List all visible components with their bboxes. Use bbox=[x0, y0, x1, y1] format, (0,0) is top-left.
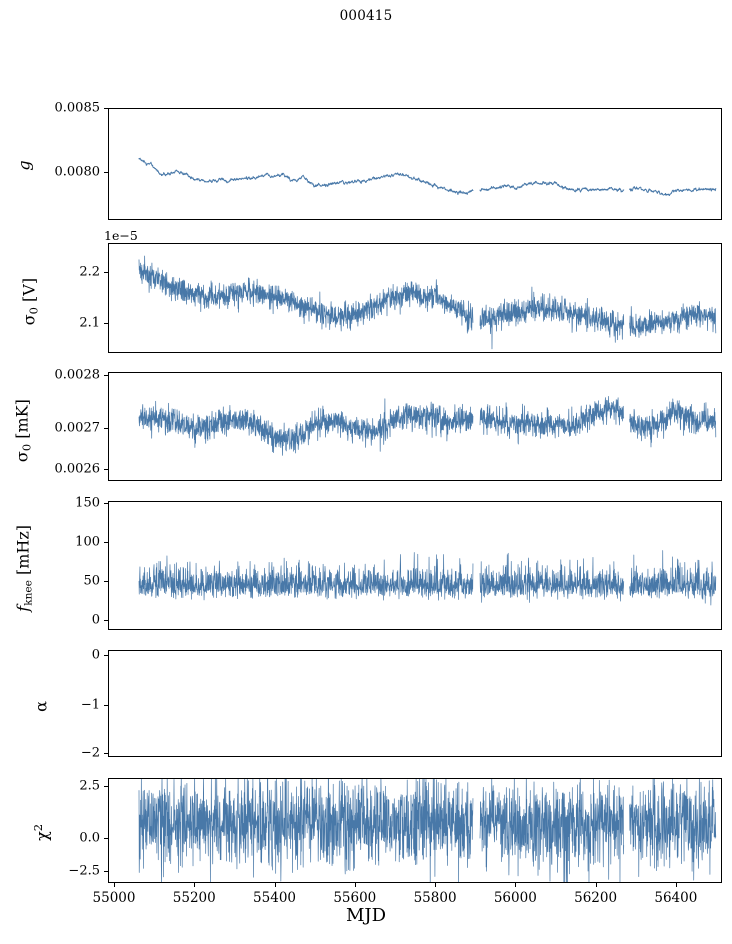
series-segment-0 bbox=[138, 398, 474, 456]
series-segment-0 bbox=[138, 779, 474, 882]
series-line-alpha bbox=[109, 651, 721, 756]
ylabel-sigma0-mk: σ0 [mK] bbox=[12, 399, 34, 463]
xtick-label-6: 56200 bbox=[574, 890, 618, 906]
xtick-mark-6 bbox=[595, 883, 597, 887]
xtick-label-4: 55800 bbox=[413, 890, 457, 906]
xtick-mark-3 bbox=[354, 883, 356, 887]
ytick-label-sigma0mk-1: 0.0027 bbox=[54, 420, 101, 436]
ytick-mark-fknee-1 bbox=[104, 581, 108, 583]
xtick-label-5: 56000 bbox=[493, 890, 537, 906]
series-segment-0 bbox=[138, 157, 474, 196]
xtick-mark-1 bbox=[194, 883, 196, 887]
xtick-mark-4 bbox=[435, 883, 437, 887]
figure-title: 000415 bbox=[339, 8, 393, 24]
ylabel-g: g bbox=[14, 160, 34, 171]
ytick-mark-g-1 bbox=[104, 108, 108, 110]
ytick-mark-alpha-1 bbox=[104, 705, 108, 707]
series-line-g bbox=[138, 157, 717, 196]
ytick-mark-sigma0mk-0 bbox=[104, 469, 108, 471]
ytick-mark-chi2-2 bbox=[104, 871, 108, 873]
xtick-mark-2 bbox=[274, 883, 276, 887]
ytick-label-fknee-1: 50 bbox=[83, 573, 100, 589]
ytick-mark-fknee-3 bbox=[104, 503, 108, 505]
series-segment-1 bbox=[479, 552, 625, 603]
xtick-label-2: 55400 bbox=[253, 890, 297, 906]
series-line-chi2 bbox=[138, 779, 717, 882]
ytick-mark-g-0 bbox=[104, 172, 108, 174]
ytick-mark-fknee-0 bbox=[104, 620, 108, 622]
series-line-fknee bbox=[138, 550, 717, 606]
ytick-label-alpha-0: 0 bbox=[91, 647, 100, 663]
plot-panel-chi2 bbox=[108, 778, 722, 883]
xtick-mark-5 bbox=[515, 883, 517, 887]
xaxis-label: MJD bbox=[345, 905, 387, 926]
series-line-sigma0-v bbox=[138, 255, 717, 350]
plot-panel-alpha bbox=[108, 650, 722, 757]
xtick-label-7: 56400 bbox=[654, 890, 698, 906]
xtick-mark-0 bbox=[114, 883, 116, 887]
plot-panel-sigma0-mk bbox=[108, 372, 722, 481]
xtick-label-3: 55600 bbox=[333, 890, 377, 906]
ytick-mark-sigma0mk-1 bbox=[104, 428, 108, 430]
ytick-label-alpha-2: −2 bbox=[80, 745, 100, 761]
series-segment-2 bbox=[629, 779, 717, 881]
series-segment-1 bbox=[479, 180, 625, 193]
ytick-label-sigma0mk-2: 0.0028 bbox=[54, 367, 101, 383]
xtick-label-1: 55200 bbox=[172, 890, 216, 906]
series-segment-1 bbox=[479, 779, 625, 882]
series-segment-2 bbox=[629, 301, 717, 338]
series-segment-2 bbox=[629, 550, 717, 606]
ytick-label-fknee-0: 0 bbox=[91, 612, 100, 628]
axis-offset-text: 1e−5 bbox=[104, 228, 138, 243]
series-segment-0 bbox=[138, 255, 474, 334]
ytick-mark-alpha-2 bbox=[104, 753, 108, 755]
ytick-mark-sigma0v-1 bbox=[104, 272, 108, 274]
ytick-mark-chi2-1 bbox=[104, 838, 108, 840]
ylabel-sigma0-v: σ0 [V] bbox=[19, 277, 41, 326]
ytick-label-chi2-1: 0.0 bbox=[79, 830, 100, 846]
series-segment-0 bbox=[138, 552, 474, 601]
ytick-label-g-1: 0.0085 bbox=[54, 100, 101, 116]
ytick-label-chi2-0: 2.5 bbox=[79, 778, 100, 794]
plot-panel-fknee bbox=[108, 501, 722, 630]
series-line-sigma0-mk bbox=[138, 396, 717, 456]
ytick-label-g-0: 0.0080 bbox=[54, 164, 101, 180]
ytick-label-sigma0v-0: 2.1 bbox=[79, 315, 100, 331]
ytick-label-fknee-2: 100 bbox=[75, 534, 100, 550]
ytick-label-alpha-1: −1 bbox=[80, 697, 100, 713]
xtick-label-0: 55000 bbox=[92, 890, 136, 906]
ytick-mark-sigma0v-0 bbox=[104, 323, 108, 325]
series-segment-1 bbox=[479, 396, 625, 445]
xtick-mark-7 bbox=[675, 883, 677, 887]
ytick-mark-chi2-0 bbox=[104, 786, 108, 788]
ytick-label-chi2-2: −2.5 bbox=[68, 863, 100, 879]
ytick-label-sigma0v-1: 2.2 bbox=[79, 264, 100, 280]
ylabel-fknee: fknee [mHz] bbox=[13, 525, 35, 612]
ytick-label-sigma0mk-0: 0.0026 bbox=[54, 461, 101, 477]
ylabel-alpha: α bbox=[31, 701, 51, 712]
ytick-mark-fknee-2 bbox=[104, 542, 108, 544]
ylabel-chi2: χ2 bbox=[30, 823, 52, 841]
plot-panel-sigma0-v bbox=[108, 243, 722, 353]
series-segment-1 bbox=[479, 286, 625, 350]
ytick-label-fknee-3: 150 bbox=[75, 495, 100, 511]
plot-panel-g bbox=[108, 108, 722, 220]
series-segment-2 bbox=[629, 398, 717, 448]
ytick-mark-sigma0mk-2 bbox=[104, 375, 108, 377]
ytick-mark-alpha-0 bbox=[104, 655, 108, 657]
series-segment-2 bbox=[629, 186, 717, 196]
